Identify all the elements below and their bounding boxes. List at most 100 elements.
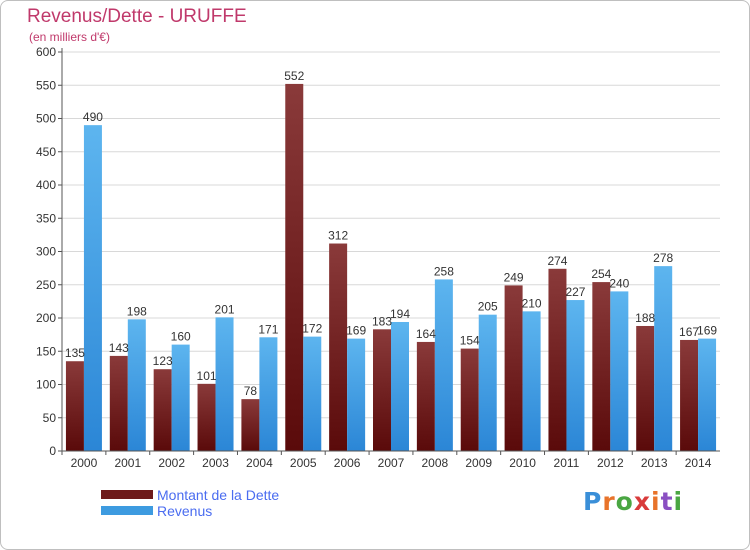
bar-dette xyxy=(241,399,260,451)
data-label-revenus: 201 xyxy=(215,302,235,316)
bar-revenus xyxy=(83,125,102,452)
bar-revenus xyxy=(654,266,673,451)
legend-swatch-revenus xyxy=(101,506,153,515)
data-label-revenus: 210 xyxy=(522,296,542,310)
x-tick-label: 2002 xyxy=(158,456,185,470)
y-tick-label: 200 xyxy=(36,311,56,325)
x-tick-label: 2014 xyxy=(685,456,712,470)
data-label-dette: 188 xyxy=(635,311,655,325)
y-tick-label: 350 xyxy=(36,211,56,225)
proxiti-logo: Proxiti xyxy=(583,487,684,516)
bar-dette xyxy=(109,355,128,451)
data-label-dette: 164 xyxy=(416,327,436,341)
data-label-dette: 143 xyxy=(109,341,129,355)
x-tick-label: 2004 xyxy=(246,456,273,470)
y-tick-label: 450 xyxy=(36,145,56,159)
bar-dette xyxy=(460,348,479,451)
data-label-dette: 167 xyxy=(679,325,699,339)
x-tick-label: 2006 xyxy=(334,456,361,470)
x-tick-label: 2009 xyxy=(465,456,492,470)
bar-revenus xyxy=(391,321,409,451)
data-label-revenus: 169 xyxy=(697,324,717,338)
y-tick-label: 0 xyxy=(49,444,56,458)
data-label-revenus: 227 xyxy=(565,285,585,299)
bar-revenus xyxy=(566,300,585,451)
bar-revenus xyxy=(347,338,366,451)
bar-revenus xyxy=(434,279,453,451)
data-label-revenus: 194 xyxy=(390,307,410,321)
y-tick-label: 500 xyxy=(36,112,56,126)
data-label-dette: 123 xyxy=(153,354,173,368)
y-tick-label: 150 xyxy=(36,344,56,358)
data-label-dette: 154 xyxy=(460,334,480,348)
data-label-revenus: 240 xyxy=(609,276,629,290)
bar-revenus xyxy=(171,344,190,451)
x-tick-label: 2008 xyxy=(422,456,449,470)
bar-dette xyxy=(680,339,699,451)
x-tick-label: 2012 xyxy=(597,456,624,470)
data-label-dette: 254 xyxy=(591,267,611,281)
x-tick-label: 2000 xyxy=(71,456,98,470)
chart-title: Revenus/Dette - URUFFE xyxy=(27,6,247,27)
data-label-dette: 183 xyxy=(372,314,392,328)
legend-swatch-dette xyxy=(101,490,153,499)
y-tick-label: 600 xyxy=(36,45,56,59)
x-tick-label: 2013 xyxy=(641,456,668,470)
data-label-dette: 552 xyxy=(284,69,304,83)
bar-dette xyxy=(285,83,304,452)
data-label-dette: 135 xyxy=(65,346,85,360)
bars xyxy=(65,83,717,452)
bar-revenus xyxy=(127,319,146,451)
x-tick-label: 2003 xyxy=(202,456,229,470)
bar-dette xyxy=(548,268,567,451)
data-label-revenus: 198 xyxy=(127,304,147,318)
bar-dette xyxy=(592,282,611,451)
bar-dette xyxy=(636,325,655,451)
data-label-dette: 274 xyxy=(547,254,567,268)
bar-dette xyxy=(416,341,435,451)
y-tick-label: 300 xyxy=(36,245,56,259)
legend-label-dette: Montant de la Dette xyxy=(157,487,280,503)
data-label-revenus: 258 xyxy=(434,264,454,278)
bar-dette xyxy=(153,369,172,451)
bar-revenus xyxy=(478,314,497,451)
x-tick-label: 2011 xyxy=(554,456,580,470)
y-tick-label: 550 xyxy=(36,78,56,92)
data-label-revenus: 205 xyxy=(478,300,498,314)
bar-revenus xyxy=(303,336,322,451)
y-tick-label: 100 xyxy=(36,378,56,392)
bar-dette xyxy=(504,285,523,451)
data-label-dette: 249 xyxy=(504,270,524,284)
bar-dette xyxy=(197,383,216,451)
bar-revenus xyxy=(698,338,717,451)
bar-dette xyxy=(373,329,391,451)
bar-revenus xyxy=(215,317,234,451)
data-label-revenus: 172 xyxy=(302,322,322,336)
legend-label-revenus: Revenus xyxy=(157,503,213,519)
data-label-revenus: 278 xyxy=(653,251,673,265)
bar-revenus xyxy=(522,311,541,451)
x-tick-label: 2010 xyxy=(509,456,536,470)
data-label-revenus: 490 xyxy=(83,110,103,124)
y-tick-label: 250 xyxy=(36,278,56,292)
data-label-revenus: 171 xyxy=(258,322,278,336)
data-label-dette: 312 xyxy=(328,229,348,243)
axes: 0 50 100 150 200 250 300 350 400 450 500 550 600 2000… xyxy=(36,45,720,470)
bar-dette xyxy=(65,361,84,451)
chart-subtitle: (en milliers d'€) xyxy=(29,30,110,44)
y-tick-label: 50 xyxy=(43,411,57,425)
data-label-dette: 78 xyxy=(244,384,258,398)
bar-dette xyxy=(329,243,348,451)
data-label-dette: 101 xyxy=(197,369,217,383)
data-labels: 135 490 143 198 123 160 101 201 78 171 552 172 312 16… xyxy=(65,69,717,398)
y-tick-label: 400 xyxy=(36,178,56,192)
data-label-revenus: 160 xyxy=(171,330,191,344)
x-tick-label: 2001 xyxy=(114,456,141,470)
x-tick-label: 2005 xyxy=(290,456,317,470)
bar-revenus xyxy=(259,337,278,451)
x-tick-label: 2007 xyxy=(378,456,405,470)
bar-revenus xyxy=(610,291,629,451)
data-label-revenus: 169 xyxy=(346,324,366,338)
